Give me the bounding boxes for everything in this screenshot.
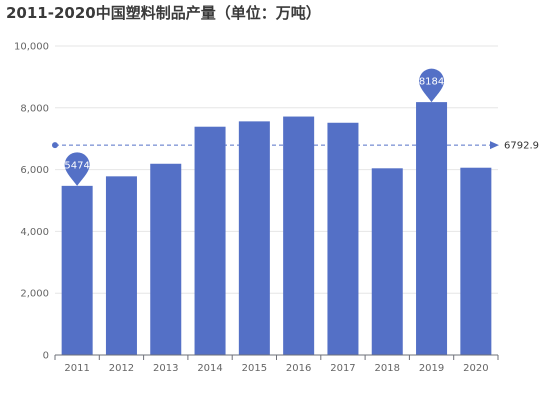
bar: [416, 102, 448, 355]
y-tick-label: 4,000: [20, 227, 49, 238]
x-tick-label: 2018: [375, 363, 400, 374]
bar: [61, 185, 93, 355]
bar: [283, 116, 315, 355]
x-tick-label: 2017: [330, 363, 355, 374]
x-tick-label: 2014: [197, 363, 222, 374]
marker-pin-icon: [419, 68, 445, 103]
y-tick-label: 8,000: [20, 103, 49, 114]
y-axis: 0 2,000 4,000 6,000 8,000 10,000: [14, 42, 49, 362]
x-tick-label: 2012: [109, 363, 134, 374]
x-axis: 2011 2012 2013 2014 2015 2016 2017 2018 2019 2020: [54, 354, 499, 374]
y-tick-label: 0: [43, 351, 49, 362]
bar: [194, 126, 226, 355]
bar: [238, 121, 270, 355]
x-tick-label: 2013: [153, 363, 178, 374]
x-tick-label: 2020: [463, 363, 488, 374]
bar: [327, 122, 359, 355]
average-line: 6792.9: [52, 141, 539, 152]
y-tick-label: 2,000: [20, 289, 49, 300]
bar: [105, 176, 137, 355]
marker-label: 5474: [64, 160, 89, 171]
chart-title: 2011-2020中国塑料制品产量（单位：万吨）: [6, 4, 321, 22]
y-tick-label: 10,000: [14, 42, 49, 53]
y-tick-label: 6,000: [20, 165, 49, 176]
x-tick-label: 2019: [419, 363, 444, 374]
x-tick-label: 2011: [64, 363, 89, 374]
marker-pin-icon: [64, 152, 90, 186]
x-tick-label: 2015: [242, 363, 267, 374]
bar: [371, 168, 403, 355]
bar: [150, 163, 182, 355]
bar: [460, 167, 492, 355]
average-arrow-icon: [490, 141, 499, 150]
x-tick-label: 2016: [286, 363, 311, 374]
average-label: 6792.9: [504, 141, 539, 152]
bar-series: [61, 102, 492, 355]
value-markers: 5474 8184: [64, 68, 445, 186]
marker-label: 8184: [419, 77, 444, 88]
